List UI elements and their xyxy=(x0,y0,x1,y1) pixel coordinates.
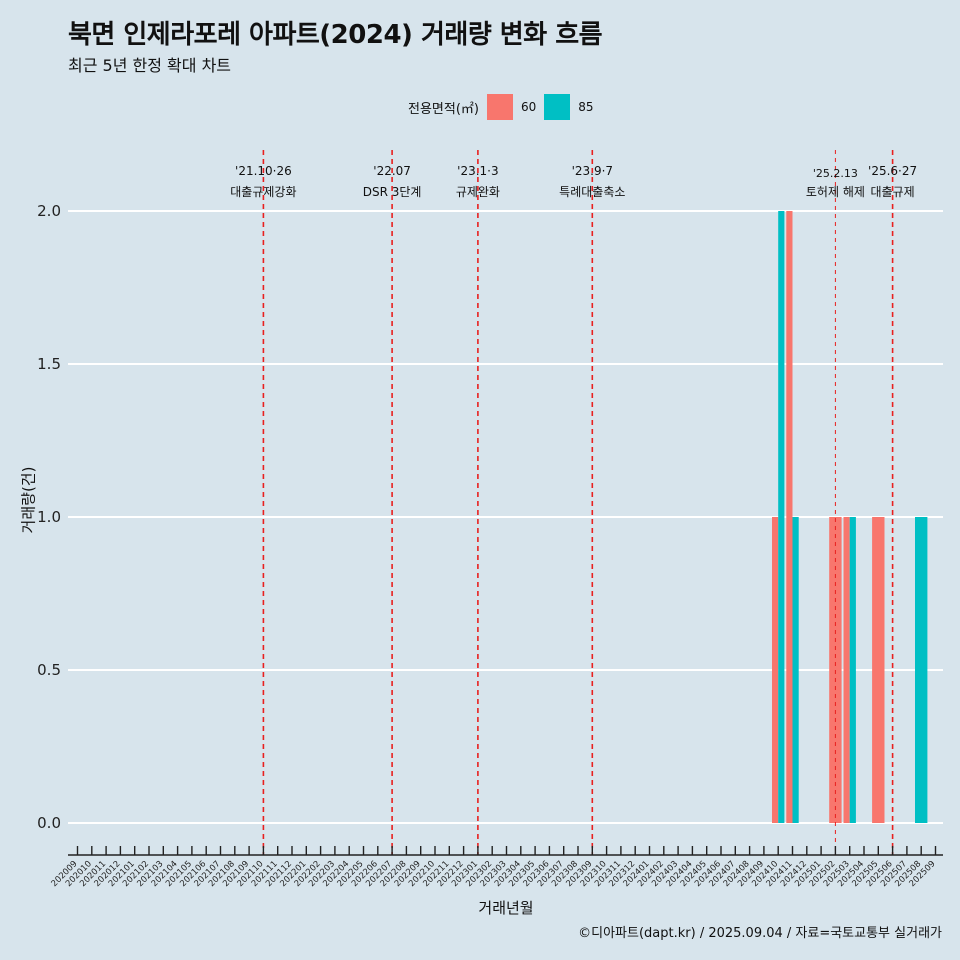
legend-label-85: 85 xyxy=(578,100,594,114)
legend-key-60 xyxy=(486,94,513,120)
bar-202503-60 xyxy=(843,517,850,823)
bar-202503-85 xyxy=(849,517,856,823)
bar-202411-85 xyxy=(792,517,799,823)
policy-date: '23.1·3 xyxy=(457,164,498,178)
source-caption: ©디아파트(dapt.kr) / 2025.09.04 / 자료=국토교통부 실… xyxy=(578,926,942,941)
legend: 전용면적(㎡) 60 85 xyxy=(408,93,602,121)
bar-202410-85 xyxy=(778,211,785,823)
y-axis-label: 거래량(건) xyxy=(19,466,38,534)
bar-202508-85 xyxy=(915,517,928,823)
y-tick-label: 2.0 xyxy=(37,202,61,220)
chart-subtitle: 최근 5년 한정 확대 차트 xyxy=(68,56,232,75)
bar-202505-60 xyxy=(872,517,885,823)
bar-202411-60 xyxy=(786,211,793,823)
y-tick-label: 0.5 xyxy=(37,661,61,679)
legend-key-85 xyxy=(544,94,571,120)
policy-date: '21.10·26 xyxy=(235,164,292,178)
policy-date: '25.2.13 xyxy=(813,167,858,180)
x-axis-label: 거래년월 xyxy=(478,899,534,917)
chart-title: 북면 인제라포레 아파트(2024) 거래량 변화 흐름 xyxy=(68,20,603,50)
policy-label: DSR 3단계 xyxy=(363,185,422,199)
legend-title: 전용면적(㎡) xyxy=(408,101,479,117)
policy-label: 토허제 해제 xyxy=(806,185,865,199)
policy-label: 대출규제 xyxy=(871,185,915,199)
y-tick-label: 1.0 xyxy=(37,508,61,526)
y-tick-label: 0.0 xyxy=(37,814,61,832)
policy-label: 규제완화 xyxy=(456,185,500,199)
policy-date: '23.9·7 xyxy=(572,164,613,178)
legend-label-60: 60 xyxy=(520,100,537,114)
y-tick-label: 1.5 xyxy=(37,355,61,373)
policy-label: 대출규제강화 xyxy=(230,185,296,199)
policy-date: '25.6·27 xyxy=(868,164,917,178)
policy-date: '22.07 xyxy=(373,164,411,178)
policy-label: 특례대출축소 xyxy=(559,185,625,199)
bar-202410-60 xyxy=(772,517,779,823)
